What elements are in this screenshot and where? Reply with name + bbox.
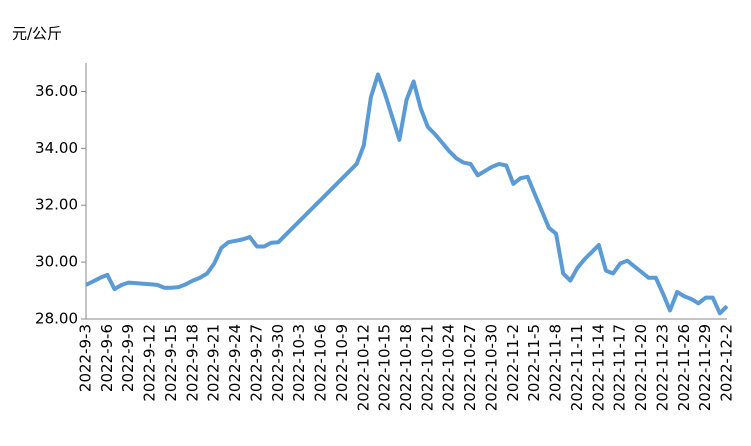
x-tick-label: 2022-10-30 <box>482 324 500 411</box>
x-tick-label: 2022-11-11 <box>568 324 586 411</box>
x-tick-label: 2022-12-2 <box>718 324 736 402</box>
x-tick-label: 2022-11-5 <box>525 324 543 402</box>
x-tick-label: 2022-10-3 <box>290 324 308 402</box>
x-tick-label: 2022-11-26 <box>675 324 693 411</box>
y-axis-label: 元/公斤 <box>12 25 62 43</box>
x-tick-label: 2022-10-9 <box>333 324 351 402</box>
x-tick-label: 2022-11-8 <box>547 324 565 402</box>
x-tick-label: 2022-9-9 <box>119 324 137 392</box>
line <box>85 72 729 316</box>
x-tick-label: 2022-9-30 <box>269 324 287 402</box>
x-tick-label: 2022-10-24 <box>440 324 458 411</box>
x-tick-label: 2022-9-3 <box>77 324 95 392</box>
x-tick-label: 2022-11-29 <box>696 324 714 411</box>
y-tick-label: 34.00 <box>35 139 78 157</box>
x-tick-label: 2022-11-23 <box>653 324 671 411</box>
x-tick-label: 2022-11-17 <box>611 324 629 411</box>
x-tick-label: 2022-10-6 <box>312 324 330 402</box>
x-tick-label: 2022-9-12 <box>141 324 159 402</box>
x-tick-label: 2022-10-21 <box>418 324 436 411</box>
x-tick-label: 2022-10-18 <box>397 324 415 411</box>
x-tick-label: 2022-9-18 <box>183 324 201 402</box>
x-tick-label: 2022-10-27 <box>461 324 479 411</box>
x-tick-label: 2022-9-21 <box>205 324 223 402</box>
x-tick-label: 2022-9-27 <box>247 324 265 402</box>
y-tick-label: 30.00 <box>35 253 78 271</box>
x-tick-label: 2022-11-14 <box>589 324 607 411</box>
x-tick-label: 2022-9-6 <box>98 324 116 392</box>
y-tick-label: 32.00 <box>35 196 78 214</box>
x-tick-label: 2022-10-15 <box>376 324 394 411</box>
y-tick-label: 28.00 <box>35 310 78 328</box>
x-tick-label: 2022-11-20 <box>632 324 650 411</box>
x-tick-label: 2022-11-2 <box>504 324 522 402</box>
x-tick-label: 2022-9-15 <box>162 324 180 402</box>
x-tick-label: 2022-10-12 <box>354 324 372 411</box>
y-tick-label: 36.00 <box>35 82 78 100</box>
x-tick-label: 2022-9-24 <box>226 324 244 402</box>
